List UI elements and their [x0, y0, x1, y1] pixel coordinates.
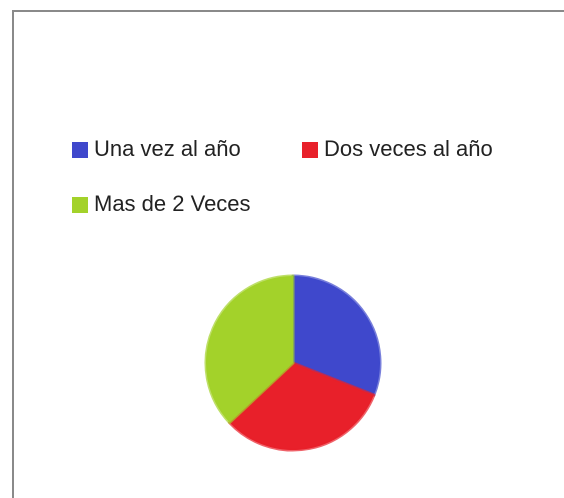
legend-swatch: [72, 197, 88, 213]
legend-swatch: [72, 142, 88, 158]
pie-slice: [204, 274, 295, 425]
legend-swatch: [302, 142, 318, 158]
legend-label: Una vez al año: [94, 136, 241, 161]
pie-slice: [291, 274, 382, 397]
legend-label: Mas de 2 Veces: [94, 191, 251, 216]
legend-label: Dos veces al año: [324, 136, 493, 161]
pie-slice: [228, 361, 376, 452]
